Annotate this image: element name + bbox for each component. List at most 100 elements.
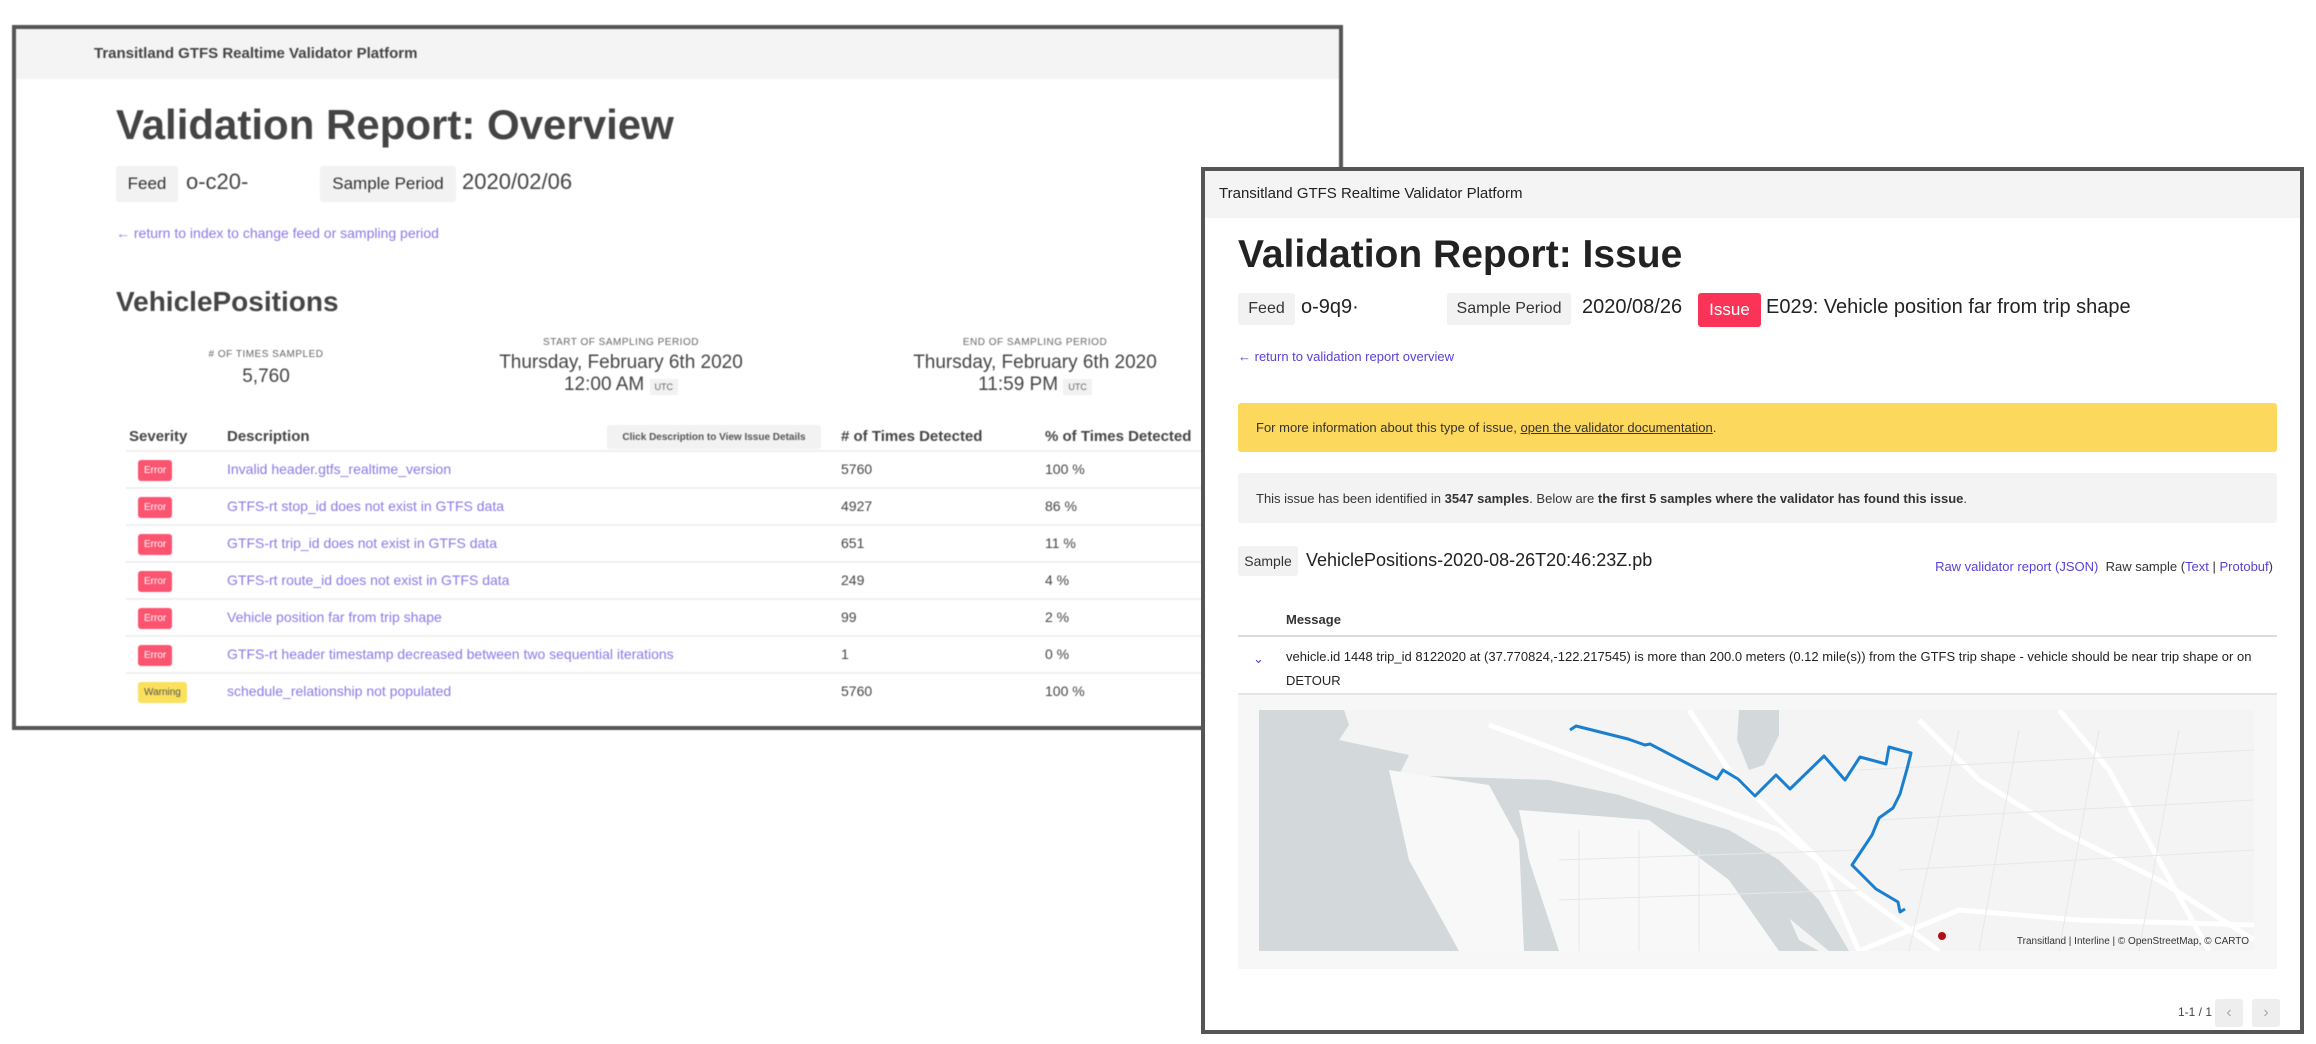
raw-protobuf-link[interactable]: Protobuf — [2219, 559, 2269, 574]
issue-description-link[interactable]: schedule_relationship not populated — [227, 683, 452, 699]
sample-count: 3547 samples — [1444, 491, 1530, 506]
vehicle-position-marker[interactable] — [1938, 932, 1946, 940]
severity-badge: Error — [138, 497, 173, 518]
start-date: Thursday, February 6th 2020 — [499, 352, 743, 373]
page-title: Validation Report: Issue — [1238, 233, 1683, 276]
feed-value: o-c20- — [186, 169, 249, 194]
app-title: Transitland GTFS Realtime Validator Plat… — [94, 45, 418, 62]
message-line: vehicle.id 1448 trip_id 8122020 at (37.7… — [1286, 649, 2252, 664]
map-streets — [1558, 729, 2254, 951]
issue-badge: Issue — [1698, 293, 1761, 327]
summary-text: . — [1963, 491, 1968, 506]
times-detected: 651 — [841, 535, 865, 551]
trip-shape-route — [1569, 724, 1913, 914]
table-row: Error GTFS-rt stop_id does not exist in … — [126, 487, 1339, 524]
stat-value: 5,760 — [242, 366, 290, 387]
sample-period-value: 2020/08/26 — [1582, 296, 1683, 318]
chevron-down-icon[interactable]: ⌄ — [1253, 651, 1264, 666]
col-times-detected: # of Times Detected — [841, 428, 983, 445]
percent-detected: 11 % — [1045, 535, 1076, 551]
trip-map[interactable]: Transitland | Interline | © OpenStreetMa… — [1259, 710, 2254, 951]
end-time: 11:59 PM — [978, 374, 1059, 395]
message-text: vehicle.id 1448 trip_id 8122020 at (37.7… — [1286, 645, 2251, 693]
sample-label: Sample — [1238, 546, 1298, 576]
page-title: Validation Report: Overview — [116, 101, 674, 148]
sample-value: VehiclePositions-2020-08-26T20:46:23Z.pb — [1306, 550, 1653, 570]
start-period-stat: START OF SAMPLING PERIOD Thursday, Febru… — [471, 337, 771, 396]
issue-window: Transitland GTFS Realtime Validator Plat… — [1201, 167, 2304, 1034]
sample-period-label: Sample Period — [320, 166, 456, 202]
hint-button[interactable]: Click Description to View Issue Details — [607, 425, 821, 449]
issue-description-link[interactable]: Invalid header.gtfs_realtime_version — [227, 461, 452, 477]
back-to-overview-link[interactable]: ← return to validation report overview — [1238, 349, 1455, 364]
prev-page-button[interactable]: ‹ — [2215, 999, 2243, 1027]
map-land-areas — [1389, 770, 1779, 951]
issue-description-link[interactable]: GTFS-rt stop_id does not exist in GTFS d… — [227, 498, 504, 514]
percent-detected: 86 % — [1045, 498, 1077, 514]
percent-detected: 4 % — [1045, 572, 1070, 588]
issue-description-link[interactable]: Vehicle position far from trip shape — [227, 609, 442, 625]
summary-text: This issue has been identified in — [1256, 491, 1445, 506]
times-detected: 99 — [841, 609, 857, 625]
stat-label: # OF TIMES SAMPLED — [208, 349, 324, 360]
app-header: Transitland GTFS Realtime Validator Plat… — [16, 29, 1339, 79]
times-detected: 1 — [841, 646, 849, 662]
next-page-button[interactable]: › — [2252, 999, 2280, 1027]
table-row: Error GTFS-rt route_id does not exist in… — [126, 561, 1339, 598]
severity-badge: Error — [138, 534, 173, 555]
table-row: Warning schedule_relationship not popula… — [126, 672, 1339, 709]
chevron-left-icon: ‹ — [2226, 1004, 2232, 1021]
percent-detected: 100 % — [1045, 683, 1085, 699]
sample-period-label: Sample Period — [1447, 293, 1571, 325]
message-line: DETOUR — [1286, 673, 1341, 688]
stat-label: START OF SAMPLING PERIOD — [543, 337, 699, 348]
divider — [1238, 635, 2277, 637]
raw-sample-label: Raw sample ( — [2105, 559, 2186, 574]
paren: ) — [2268, 559, 2273, 574]
map-roads — [1488, 710, 2254, 951]
percent-detected: 2 % — [1045, 609, 1070, 625]
overview-window: Transitland GTFS Realtime Validator Plat… — [12, 25, 1343, 730]
sample-period-value: 2020/02/06 — [462, 169, 573, 194]
raw-links: Raw validator report (JSON) Raw sample (… — [1935, 559, 2273, 574]
separator: | — [2208, 559, 2220, 574]
severity-badge: Error — [138, 645, 173, 666]
summary-bold: the first 5 samples where the validator … — [1597, 491, 1964, 506]
raw-report-link[interactable]: Raw validator report (JSON) — [1935, 559, 2099, 574]
times-detected: 249 — [841, 572, 865, 588]
col-description: Description — [227, 428, 310, 445]
issue-description-link[interactable]: GTFS-rt route_id does not exist in GTFS … — [227, 572, 510, 588]
notice-text: For more information about this type of … — [1256, 420, 1521, 435]
times-detected: 4927 — [841, 498, 873, 514]
tz-badge: UTC — [649, 379, 679, 395]
severity-badge: Error — [138, 571, 173, 592]
map-attribution: Transitland | Interline | © OpenStreetMa… — [2017, 936, 2249, 947]
feed-value: o-9q9· — [1301, 296, 1359, 318]
issue-summary: This issue has been identified in 3547 s… — [1238, 473, 2277, 523]
end-date: Thursday, February 6th 2020 — [913, 352, 1157, 373]
docs-notice: For more information about this type of … — [1238, 403, 2277, 452]
percent-detected: 100 % — [1045, 461, 1085, 477]
app-title: Transitland GTFS Realtime Validator Plat… — [1219, 185, 1523, 202]
map-panel: Transitland | Interline | © OpenStreetMa… — [1238, 693, 2277, 969]
back-to-index-link[interactable]: ← return to index to change feed or samp… — [116, 225, 439, 241]
table-row: Error Vehicle position far from trip sha… — [126, 598, 1339, 635]
percent-detected: 0 % — [1045, 646, 1070, 662]
times-detected: 5760 — [841, 461, 873, 477]
notice-suffix: . — [1712, 420, 1717, 435]
validator-docs-link[interactable]: open the validator documentation — [1520, 420, 1713, 435]
summary-text: . Below are — [1529, 491, 1598, 506]
severity-badge: Error — [138, 608, 173, 629]
raw-text-link[interactable]: Text — [2185, 559, 2209, 574]
tz-badge: UTC — [1063, 379, 1092, 395]
times-detected: 5760 — [841, 683, 873, 699]
end-period-stat: END OF SAMPLING PERIOD Thursday, Februar… — [885, 337, 1185, 396]
table-row: Error Invalid header.gtfs_realtime_versi… — [126, 450, 1339, 487]
pagination-label: 1-1 / 1 — [2178, 1005, 2213, 1019]
issue-description-link[interactable]: GTFS-rt header timestamp decreased betwe… — [227, 646, 674, 662]
severity-badge: Warning — [138, 682, 187, 703]
start-time: 12:00 AM — [563, 374, 645, 395]
col-severity: Severity — [129, 428, 188, 445]
issue-description-link[interactable]: GTFS-rt trip_id does not exist in GTFS d… — [227, 535, 497, 551]
times-sampled-stat: # OF TIMES SAMPLED 5,760 — [166, 349, 366, 388]
